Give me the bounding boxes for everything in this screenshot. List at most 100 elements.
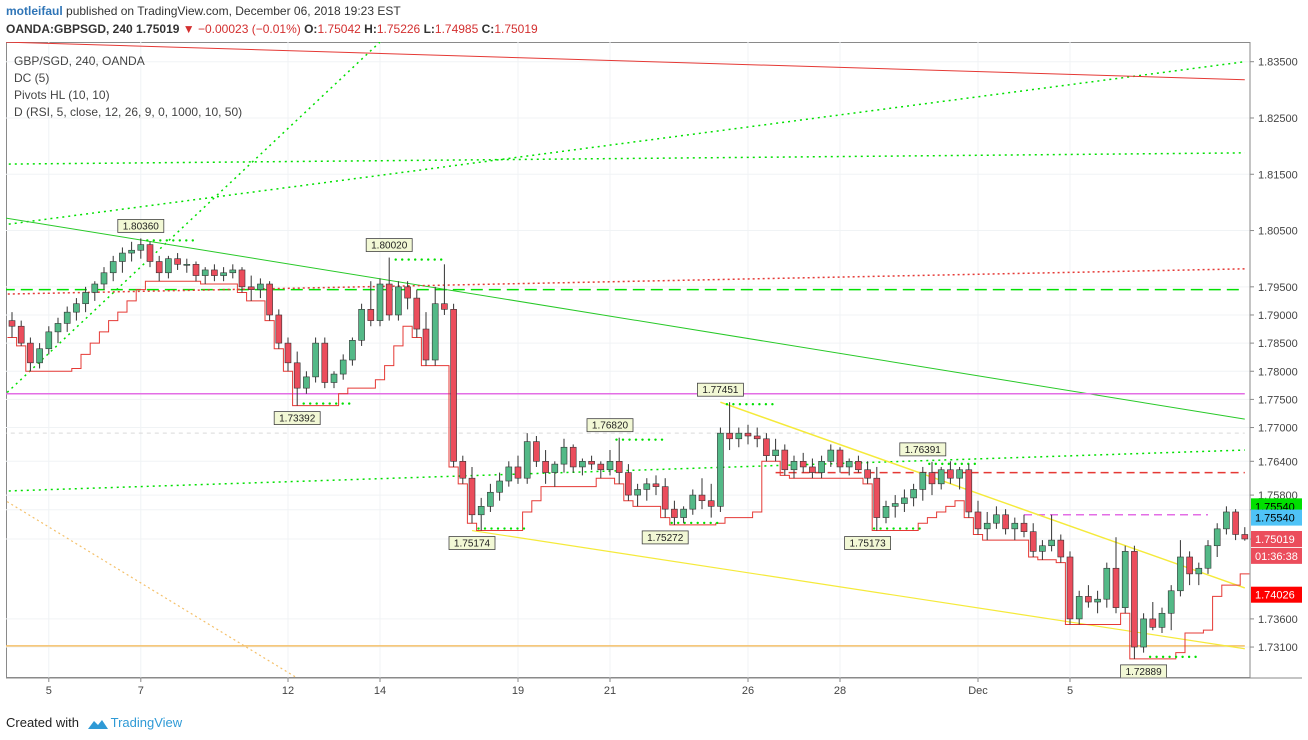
footer: Created with TradingView [6, 715, 182, 731]
pivot-dot [1155, 655, 1158, 659]
candle-body [45, 331, 53, 350]
candle-body [303, 376, 310, 389]
candle-body [312, 342, 319, 378]
indicator-pivots[interactable]: Pivots HL (10, 10) [14, 88, 110, 102]
plot-area: 1.80360 1.73392 1.80020 1.75174 1.76820 1.752… [6, 42, 1250, 678]
pivot-dot [309, 402, 312, 405]
candle-body [247, 286, 255, 290]
candle-body [707, 500, 715, 507]
candle-body [238, 269, 246, 288]
candle-body [477, 506, 485, 516]
candle-body [827, 449, 835, 462]
price-tag-box [1251, 530, 1302, 547]
pivot-dot [477, 527, 480, 530]
candle-body [947, 469, 954, 479]
time-tick-label: 5 [46, 685, 52, 697]
price-tick-label: 1.76400 [1258, 456, 1298, 468]
candle-body [192, 264, 200, 276]
candle-body [54, 323, 62, 333]
pivot-dot [660, 438, 664, 441]
candle-body [385, 283, 393, 316]
pivot-dot [732, 403, 735, 406]
pivot-dot [738, 403, 742, 406]
indicator-divergence[interactable]: D (RSI, 5, close, 12, 26, 9, 0, 1000, 10… [14, 105, 243, 119]
candle-body [36, 348, 43, 364]
pivot-dot [918, 527, 921, 530]
pivot-dot [522, 527, 526, 530]
pivot-dot [709, 521, 712, 525]
tradingview-logo-icon [87, 719, 108, 729]
pivot-dot [641, 438, 644, 441]
candle-body [468, 477, 476, 516]
price-tick-label: 1.79000 [1258, 310, 1298, 322]
candle-body [956, 469, 963, 479]
candle-body [560, 446, 568, 465]
pivot-dot [328, 402, 331, 405]
price-tick-label: 1.79500 [1258, 282, 1298, 294]
candle-body [790, 461, 798, 471]
symbol-label: OANDA:GBPSGD, 240 [6, 22, 133, 36]
pivot-dot [973, 462, 976, 466]
candle-body [1177, 556, 1184, 592]
candle-body [284, 342, 292, 364]
pivot-label: 1.75173 [850, 539, 887, 550]
pivot-dot [335, 402, 338, 405]
pivot-dot [872, 527, 876, 530]
pivot-dot [677, 521, 680, 525]
candle-body [625, 472, 632, 496]
red-dotted-line [6, 268, 1245, 295]
pivot-dot [178, 239, 181, 242]
pivot-dot [490, 527, 493, 530]
candle-body [1149, 618, 1157, 628]
candle-body [293, 362, 301, 389]
pivot-dot [885, 527, 889, 530]
pivot-dot [433, 258, 436, 261]
indicator-donchian[interactable]: DC (5) [14, 71, 50, 85]
pivot-dot [745, 403, 748, 406]
candle-body [82, 292, 89, 305]
candle-body [431, 303, 439, 361]
candle-body [597, 463, 605, 471]
pivot-dot [394, 258, 397, 261]
author-link[interactable]: motleifaul [6, 4, 63, 18]
pivot-dot [1168, 655, 1171, 659]
candle-body [864, 469, 871, 479]
candle-body [579, 461, 586, 468]
pivot-dot [322, 402, 325, 405]
candle-body [993, 514, 1000, 524]
candle-body [1066, 556, 1074, 620]
tradingview-brand[interactable]: TradingView [110, 715, 183, 730]
pivot-dot [898, 527, 902, 530]
pivot-dot [647, 438, 651, 441]
price-tag-label: 1.75019 [1255, 534, 1295, 546]
candle-body [1213, 528, 1221, 547]
candle-body [652, 483, 660, 487]
candle-body [845, 461, 853, 468]
pivot-dot [690, 521, 693, 525]
pivot-dot [427, 258, 430, 261]
candle-body [137, 244, 145, 251]
pivot-dot [703, 521, 706, 525]
indicator-series[interactable]: GBP/SGD, 240, OANDA [14, 54, 145, 68]
candle-body [523, 441, 531, 479]
candle-body [983, 522, 991, 530]
pivot-dot [634, 438, 638, 441]
yellow-upper-trendline [720, 401, 1246, 589]
candle-body [873, 477, 881, 518]
pivot-label: 1.76391 [905, 445, 942, 456]
candle-body [1075, 596, 1083, 620]
open-value: 1.75042 [317, 22, 361, 36]
pivot-dot [751, 403, 755, 406]
candle-body [165, 258, 172, 274]
pivot-dot [1181, 655, 1184, 659]
candle-body [1057, 539, 1065, 558]
candle-body [919, 472, 927, 490]
candle-body [772, 449, 779, 456]
close-label: C: [481, 22, 495, 36]
pivot-label: 1.80360 [123, 221, 160, 232]
price-tick-label: 1.78500 [1258, 338, 1298, 350]
donchian-channel-line [7, 280, 1250, 660]
candle-body [717, 432, 724, 507]
candle-body [901, 497, 908, 504]
